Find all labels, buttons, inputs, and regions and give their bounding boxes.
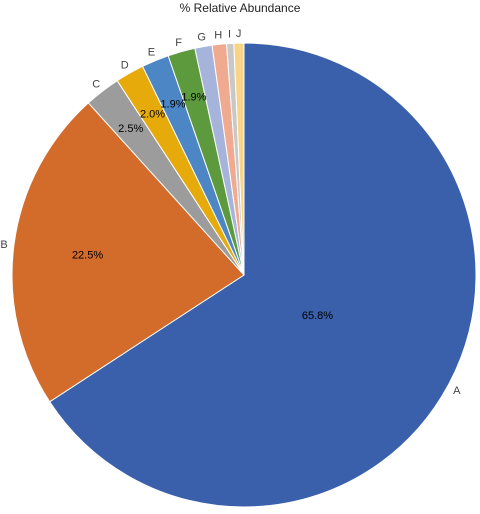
pie-slice-j bbox=[233, 42, 245, 276]
pie-slices bbox=[11, 42, 477, 508]
category-label-e: E bbox=[148, 46, 155, 58]
category-label-h: H bbox=[214, 29, 222, 41]
category-label-f: F bbox=[175, 37, 182, 49]
value-label-a: 65.8% bbox=[302, 310, 333, 322]
category-label-d: D bbox=[121, 59, 129, 71]
category-label-j: J bbox=[236, 28, 242, 40]
value-label-d: 2.0% bbox=[140, 108, 165, 120]
value-label-b: 22.5% bbox=[72, 250, 103, 262]
value-label-f: 1.9% bbox=[181, 91, 206, 103]
category-label-i: I bbox=[228, 28, 231, 40]
category-label-b: B bbox=[0, 239, 7, 251]
chart-title: % Relative Abundance bbox=[179, 1, 301, 15]
pie-slice-b bbox=[11, 102, 245, 403]
value-labels: 65.8%22.5%2.5%2.0%1.9%1.9% bbox=[72, 91, 333, 321]
category-label-c: C bbox=[92, 78, 100, 90]
value-label-e: 1.9% bbox=[160, 99, 185, 111]
value-label-c: 2.5% bbox=[118, 123, 143, 135]
category-labels: A B C D E F G H I J bbox=[0, 28, 461, 397]
category-label-a: A bbox=[453, 385, 461, 397]
category-label-g: G bbox=[197, 32, 206, 44]
pie-slice-a bbox=[49, 42, 477, 508]
